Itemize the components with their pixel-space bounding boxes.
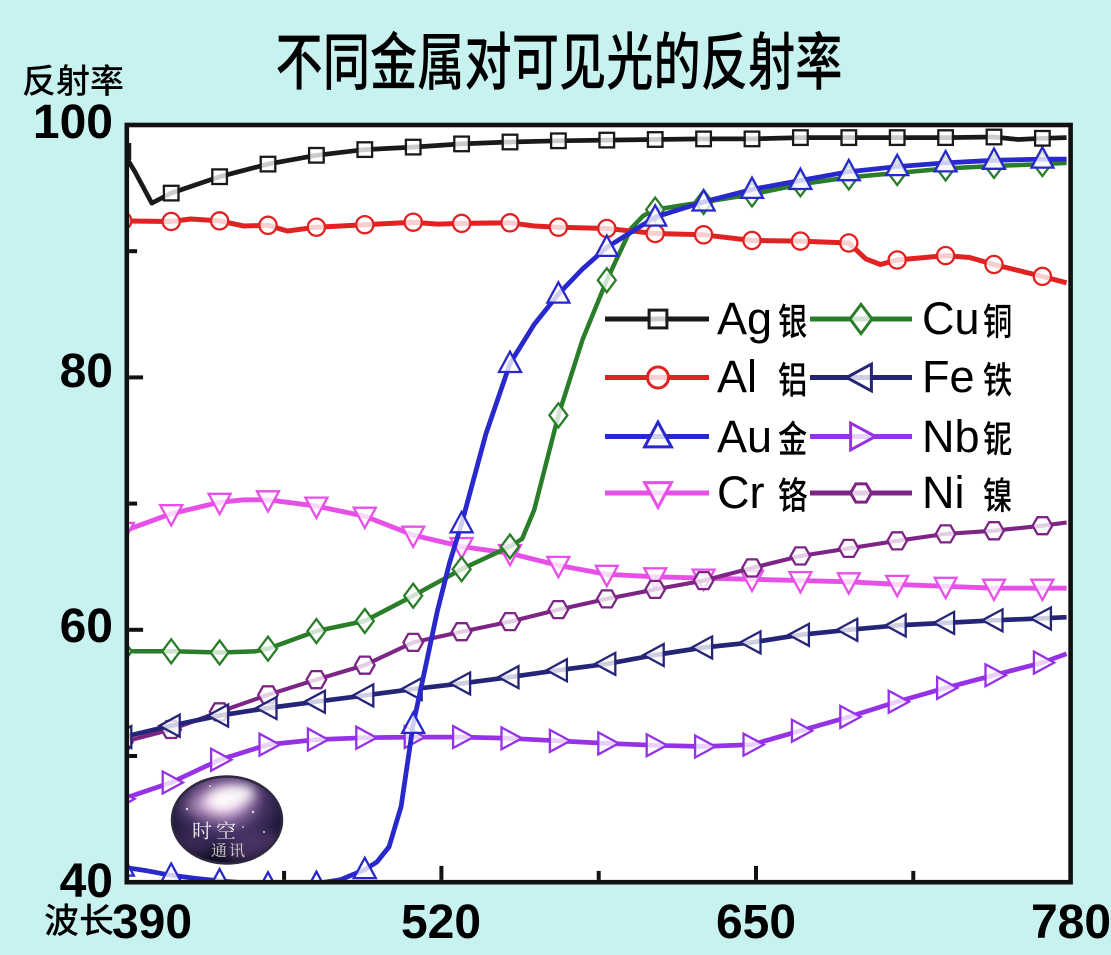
svg-text:Ni: Ni <box>922 467 965 518</box>
svg-text:Fe: Fe <box>922 351 975 402</box>
svg-text:Nb: Nb <box>922 411 980 462</box>
svg-text:Ag: Ag <box>717 293 772 344</box>
svg-text:100: 100 <box>33 96 113 149</box>
svg-text:Cu: Cu <box>922 293 980 344</box>
svg-text:80: 80 <box>60 345 113 398</box>
svg-text:60: 60 <box>60 600 113 653</box>
svg-text:650: 650 <box>716 896 796 949</box>
svg-text:520: 520 <box>401 896 481 949</box>
svg-text:Au: Au <box>717 411 772 462</box>
svg-text:390: 390 <box>112 896 192 949</box>
svg-text:Al: Al <box>717 351 757 402</box>
svg-text:780: 780 <box>1031 896 1111 949</box>
svg-text:Cr: Cr <box>717 467 764 518</box>
svg-text:40: 40 <box>60 855 113 908</box>
